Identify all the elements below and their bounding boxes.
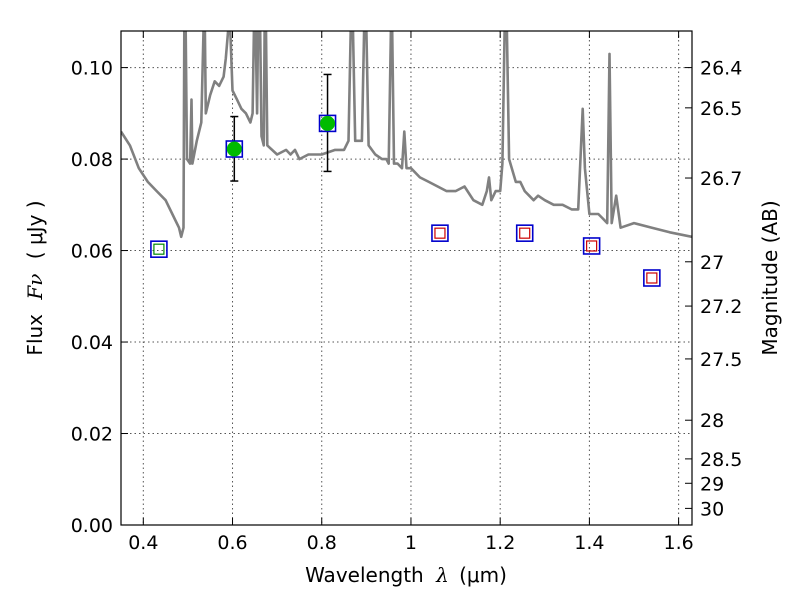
y-tick-label: 0.08 (71, 149, 113, 171)
upper-limit-marker (646, 272, 658, 284)
x-tick-label: 1.2 (485, 532, 515, 554)
x-tick-label: 0.6 (217, 532, 247, 554)
x-tick-label: 0.4 (128, 532, 158, 554)
model-flux-box (582, 237, 601, 255)
model-flux-box (431, 224, 449, 242)
x-axis-label: Wavelength λ (μm) (305, 563, 507, 587)
model-flux-box (515, 224, 534, 242)
y2-tick-label: 27.2 (700, 296, 742, 318)
y2-tick-label: 27.5 (700, 349, 742, 371)
y-tick-label: 0.06 (71, 241, 113, 263)
model-flux-box (225, 140, 244, 158)
upper-limit-marker (519, 227, 531, 239)
y2-axis-label: Magnitude (AB) (758, 200, 782, 355)
model-spectrum-line (121, 31, 692, 239)
upper-limit-marker (153, 243, 165, 255)
upper-limit-marker (586, 240, 598, 252)
detection-point (320, 115, 336, 131)
y2-tick-label: 28 (700, 410, 724, 432)
y2-tick-label: 27 (700, 252, 724, 274)
y2-tick-label: 26.7 (700, 168, 742, 190)
detection-point (226, 141, 242, 157)
y2-tick-label: 26.4 (700, 58, 742, 80)
y-tick-label: 0.04 (71, 332, 113, 354)
y-tick-label: 0.10 (71, 58, 113, 80)
upper-limit-marker (434, 227, 446, 239)
plot-frame (120, 30, 693, 526)
model-flux-box (318, 114, 337, 133)
y2-tick-label: 30 (700, 498, 724, 520)
y2-tick-label: 28.5 (700, 449, 742, 471)
y-tick-label: 0.02 (71, 424, 113, 446)
y2-tick-label: 29 (700, 473, 724, 495)
axis-ticks: 0.4 0.6 0.8 1 1.2 1.4 1.6 0.00 0.02 0.04 0.06 0.08 0… (71, 31, 742, 554)
y-axis-label: Flux Fν ( μJy ) (23, 200, 47, 355)
y2-tick-label: 26.5 (700, 98, 742, 120)
x-tick-label: 1 (405, 532, 417, 554)
model-flux-box (643, 269, 661, 287)
x-tick-label: 0.8 (307, 532, 337, 554)
x-tick-label: 1.6 (664, 532, 694, 554)
model-spectrum-layer (121, 31, 692, 239)
data-points-layer (150, 73, 661, 287)
model-flux-box (150, 240, 168, 258)
x-tick-label: 1.4 (574, 532, 604, 554)
y-tick-label: 0.00 (71, 515, 113, 537)
